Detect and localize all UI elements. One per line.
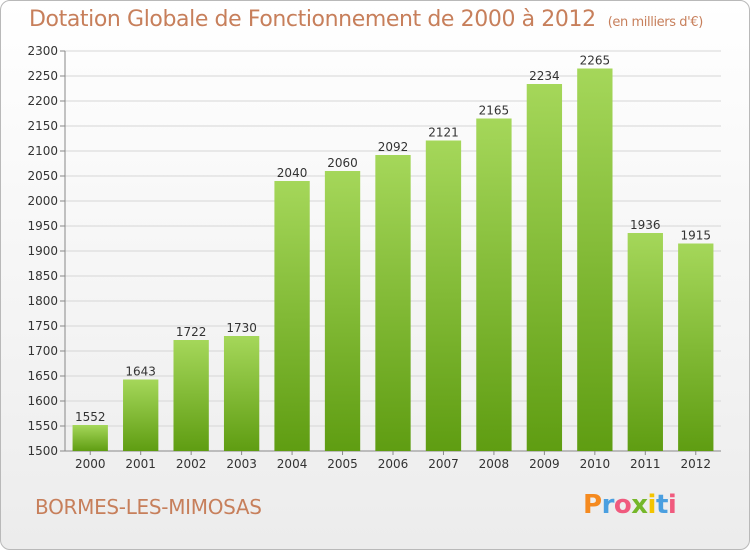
data-label: 2265 [580, 54, 611, 68]
y-tick-label: 2300 [27, 44, 58, 58]
chart-subtitle: (en milliers d'€) [607, 15, 704, 30]
x-tick-label: 2002 [176, 457, 207, 471]
bar [324, 171, 361, 451]
y-tick-label: 2200 [27, 94, 58, 108]
bars [72, 68, 714, 451]
x-tick-label: 2006 [378, 457, 409, 471]
x-axis: 2000 2001 2002 2003 2004 2005 2006 2007 2008 2009… [65, 450, 721, 471]
bar [123, 379, 159, 451]
x-tick-label: 2001 [125, 457, 156, 471]
data-label: 1730 [226, 321, 257, 335]
data-label: 2165 [479, 104, 510, 118]
y-tick-label: 2150 [27, 119, 58, 133]
bar [223, 336, 260, 451]
data-label: 1552 [75, 410, 106, 424]
y-tick-label: 2100 [27, 144, 58, 158]
y-axis: 1500 1550 1600 1650 1700 1750 1800 1850 1900 1950… [27, 44, 66, 458]
x-tick-label: 2011 [630, 457, 661, 471]
data-label: 2060 [327, 156, 358, 170]
y-tick-label: 1850 [27, 269, 58, 283]
y-tick-label: 1750 [27, 319, 58, 333]
data-label: 1643 [125, 365, 156, 379]
bar [577, 68, 613, 451]
x-tick-label: 2010 [580, 457, 611, 471]
x-tick-label: 2005 [327, 457, 358, 471]
commune-name: BORMES-LES-MIMOSAS [35, 495, 262, 519]
data-label: 2092 [378, 140, 409, 154]
bar [72, 425, 108, 451]
data-label: 2234 [529, 69, 560, 83]
x-tick-label: 2000 [75, 457, 106, 471]
y-tick-label: 2250 [27, 69, 58, 83]
y-tick-label: 1550 [27, 419, 58, 433]
data-label: 1722 [176, 325, 207, 339]
bar [627, 233, 663, 451]
x-tick-label: 2009 [529, 457, 560, 471]
x-tick-label: 2007 [428, 457, 459, 471]
data-label: 2040 [277, 166, 308, 180]
chart-title: Dotation Globale de Fonctionnement de 20… [29, 7, 703, 32]
bar [425, 140, 462, 451]
y-tick-label: 2000 [27, 194, 58, 208]
x-tick-label: 2008 [479, 457, 510, 471]
bar [526, 84, 563, 451]
bar [476, 118, 512, 451]
bar [274, 181, 310, 451]
y-tick-label: 1950 [27, 219, 58, 233]
data-label: 2121 [428, 126, 459, 140]
y-tick-label: 1700 [27, 344, 58, 358]
y-tick-label: 1500 [27, 444, 58, 458]
proxiti-logo: Proxiti [583, 490, 677, 520]
data-label: 1936 [630, 218, 661, 232]
y-tick-label: 1600 [27, 394, 58, 408]
data-labels: 1552 1643 1722 1730 2040 2060 2092 2121 2165 2234… [75, 54, 711, 425]
x-tick-label: 2003 [226, 457, 257, 471]
title-text: Dotation Globale de Fonctionnement de 20… [29, 7, 596, 32]
bar [678, 243, 714, 451]
bar [375, 155, 411, 451]
data-label: 1915 [680, 229, 711, 243]
y-tick-label: 2050 [27, 169, 58, 183]
y-tick-label: 1900 [27, 244, 58, 258]
y-tick-label: 1800 [27, 294, 58, 308]
x-tick-label: 2004 [277, 457, 308, 471]
x-tick-label: 2012 [680, 457, 711, 471]
bar [173, 340, 209, 451]
y-tick-label: 1650 [27, 369, 58, 383]
